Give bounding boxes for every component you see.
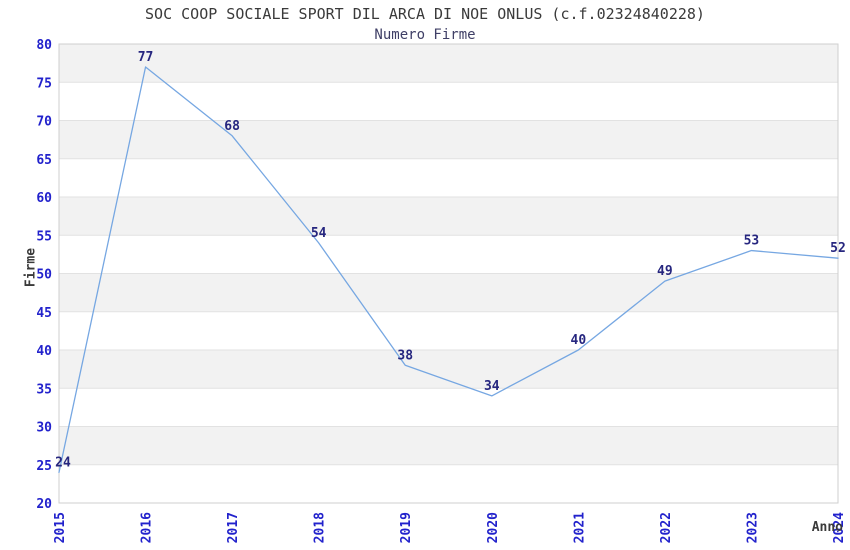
data-label: 68 (224, 119, 240, 134)
y-tick-label: 30 (36, 421, 52, 436)
plot-band (59, 197, 838, 236)
x-tick-label: 2019 (399, 512, 414, 543)
y-tick-label: 80 (36, 38, 52, 53)
y-tick-label: 75 (36, 76, 52, 91)
x-tick-label: 2016 (140, 512, 155, 543)
plot-band (59, 273, 838, 312)
data-label: 34 (484, 379, 500, 394)
data-label: 52 (830, 241, 846, 256)
y-tick-label: 20 (36, 497, 52, 512)
x-tick-label: 2023 (745, 512, 760, 543)
y-tick-label: 60 (36, 191, 52, 206)
y-axis-label: Firme (23, 247, 39, 288)
data-label: 40 (571, 333, 587, 348)
plot-border (58, 43, 839, 504)
plot-band (59, 350, 838, 389)
x-tick-label: 2017 (226, 512, 241, 543)
plot-band (59, 426, 838, 465)
y-tick-label: 50 (36, 268, 52, 283)
x-tick-label: 2015 (53, 512, 68, 543)
data-label: 38 (397, 348, 413, 363)
x-tick-label: 2022 (659, 512, 674, 543)
x-tick-label: 2020 (486, 512, 501, 543)
x-tick-label: 2024 (832, 512, 847, 543)
chart-title: SOC COOP SOCIALE SPORT DIL ARCA DI NOE O… (145, 5, 705, 23)
y-tick-label: 25 (36, 459, 52, 474)
y-tick-label: 35 (36, 382, 52, 397)
x-axis-label: Anno (811, 520, 843, 535)
x-tick-label: 2018 (313, 512, 328, 543)
plot-band (59, 44, 838, 83)
y-tick-label: 55 (36, 229, 52, 244)
y-tick-label: 70 (36, 115, 52, 130)
y-tick-label: 65 (36, 153, 52, 168)
data-label: 53 (744, 234, 760, 249)
data-line (58, 66, 839, 474)
plot-band (59, 120, 838, 159)
data-label: 54 (311, 226, 327, 241)
y-tick-label: 40 (36, 344, 52, 359)
x-tick-label: 2021 (572, 512, 587, 543)
data-label: 77 (138, 50, 154, 65)
data-label: 49 (657, 264, 673, 279)
chart-subtitle: Numero Firme (374, 27, 476, 43)
data-label: 24 (55, 455, 71, 470)
y-tick-label: 45 (36, 306, 52, 321)
